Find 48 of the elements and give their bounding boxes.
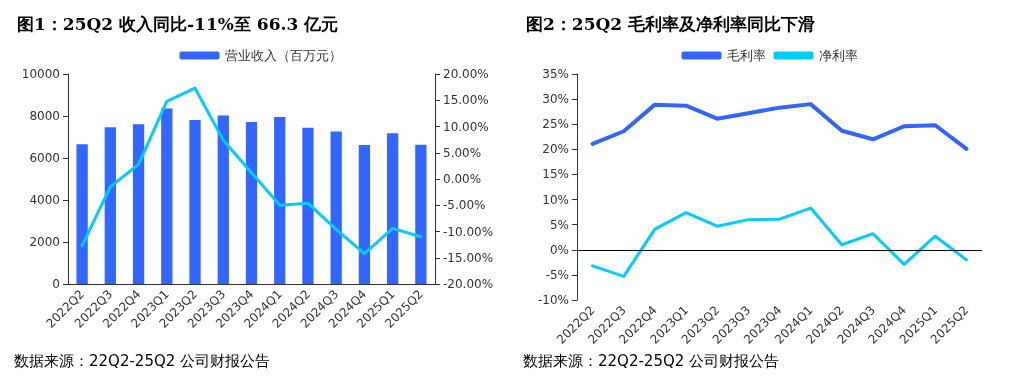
y2-tick-label: -10.00% (443, 224, 494, 239)
bar (245, 121, 258, 284)
y-tick-label: 10% (542, 192, 569, 207)
chart-title: 图2：25Q2 毛利率及净利率同比下滑 (526, 13, 816, 34)
bar (302, 127, 314, 284)
bar (76, 144, 88, 284)
y-tick-label: 5% (549, 217, 569, 232)
y2-tick-label: 10.00% (443, 119, 489, 134)
y-tick-label: 25% (542, 117, 569, 132)
y-tick-label: 30% (542, 92, 569, 107)
bar (132, 124, 145, 284)
line-series (80, 86, 423, 256)
y-tick-label: 0 (52, 277, 60, 291)
line-series (590, 102, 969, 151)
y2-tick-label: -20.00% (443, 277, 494, 291)
bar (217, 115, 229, 284)
bar (161, 108, 173, 284)
y-tick-label: 10000 (21, 67, 60, 81)
y-tick-label: 35% (542, 67, 569, 81)
legend-label: 毛利率 (726, 48, 766, 63)
legend-label: 净利率 (818, 48, 858, 63)
bar (189, 119, 201, 284)
bar (387, 133, 399, 284)
y-tick-label: -10% (537, 293, 569, 307)
bar (274, 117, 286, 284)
bar (415, 144, 427, 284)
legend-label: 营业收入（百万元） (224, 48, 342, 63)
y-tick-label: -5% (545, 267, 569, 282)
y-tick-label: 0% (549, 242, 569, 257)
y2-tick-label: 0.00% (443, 172, 482, 186)
bar (358, 144, 371, 284)
y2-tick-label: 20.00% (443, 67, 489, 81)
y-tick-label: 4000 (29, 193, 60, 207)
bar (330, 131, 342, 284)
y-tick-label: 20% (542, 142, 569, 157)
chart-title: 图1：25Q2 收入同比-11%至 66.3 亿元 (17, 13, 339, 34)
y-tick-label: 15% (542, 167, 569, 182)
y2-tick-label: 5.00% (443, 145, 482, 160)
y2-tick-label: -15.00% (443, 250, 494, 265)
source-note: 数据来源：22Q2-25Q2 公司财报公告 (14, 351, 271, 370)
bar (104, 127, 116, 284)
y2-tick-label: -5.00% (443, 198, 486, 213)
y-tick-label: 6000 (29, 151, 60, 165)
y-tick-label: 8000 (29, 109, 60, 123)
source-note: 数据来源：22Q2-25Q2 公司财报公告 (523, 351, 780, 370)
y-tick-label: 2000 (29, 235, 60, 249)
line-series (591, 206, 968, 278)
y2-tick-label: 15.00% (443, 93, 489, 108)
